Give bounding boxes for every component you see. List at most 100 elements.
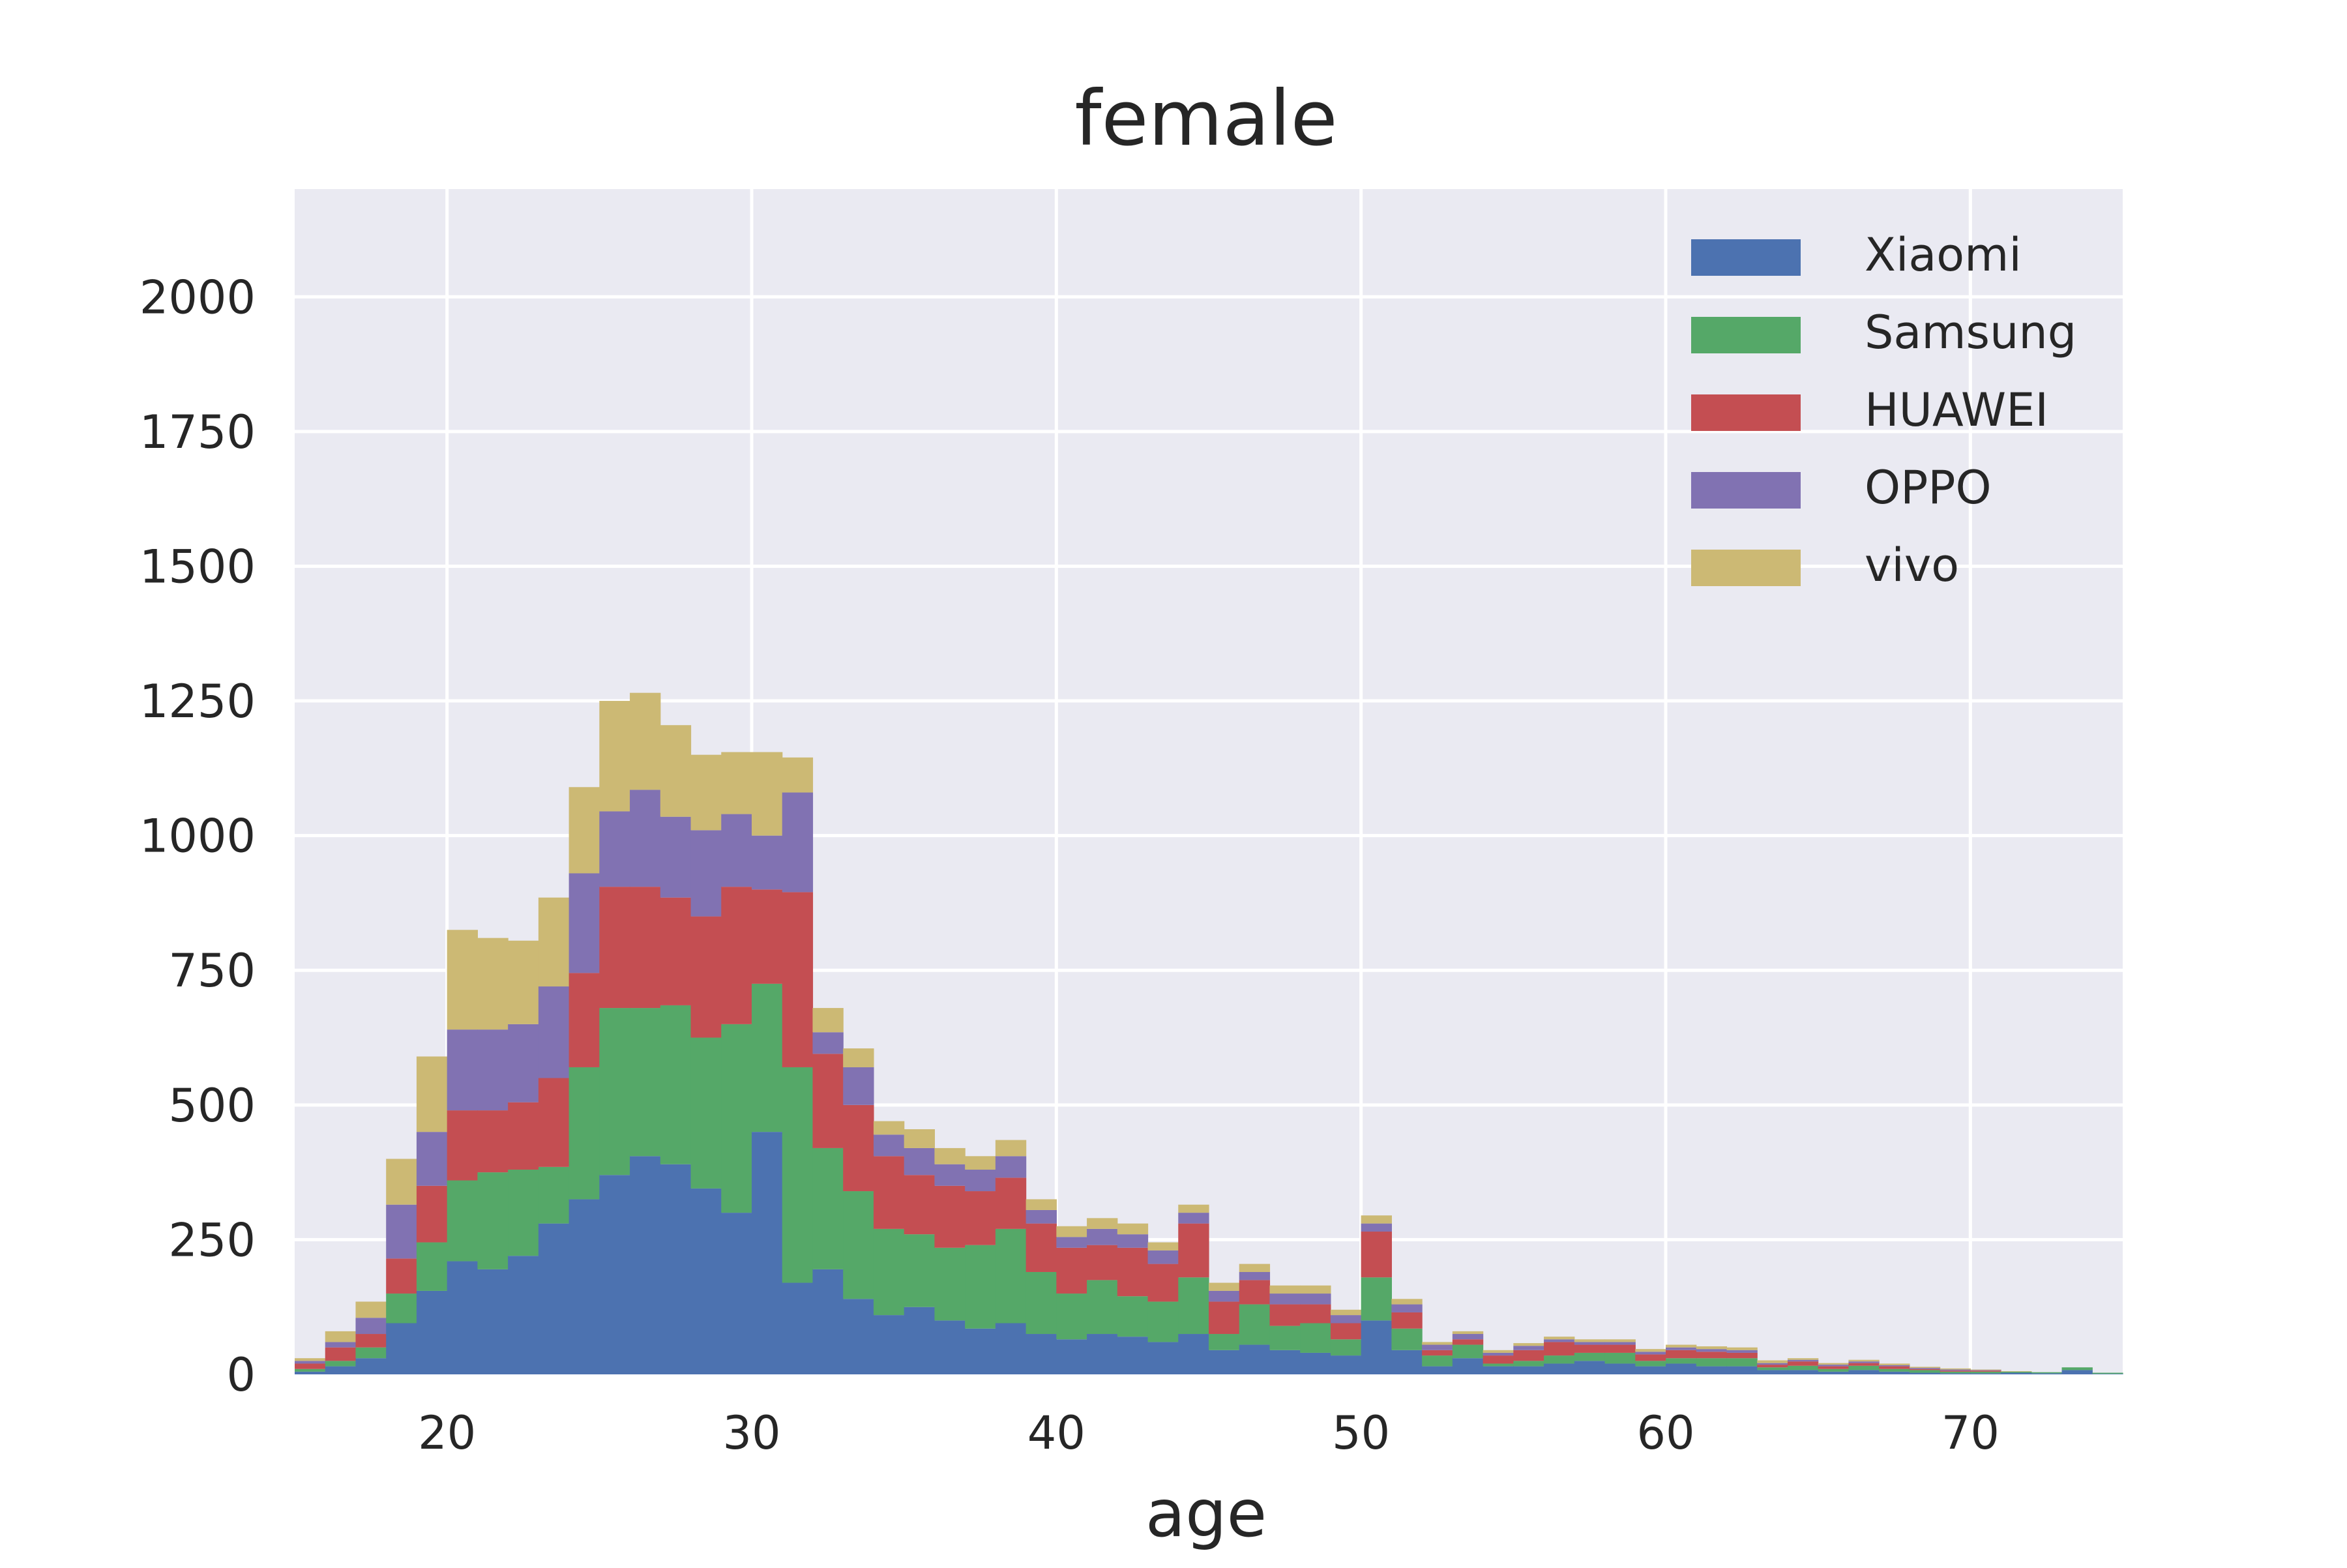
bar-vivo [1361, 1215, 1392, 1224]
bar-xiaomi [447, 1261, 478, 1374]
histogram-bars [295, 692, 2123, 1374]
bar-vivo [386, 1159, 417, 1205]
bar-samsung [752, 983, 783, 1132]
bar-huawei [1269, 1304, 1301, 1326]
bar-vivo [1269, 1285, 1301, 1294]
bar-oppo [1483, 1352, 1514, 1356]
bar-oppo [690, 830, 722, 917]
bar-vivo [873, 1121, 905, 1135]
bar-samsung [1909, 1370, 1941, 1373]
bar-samsung [568, 1067, 600, 1200]
bar-samsung [325, 1361, 357, 1367]
bar-samsung [355, 1347, 387, 1359]
bar-vivo [1909, 1367, 1941, 1368]
bar-xiaomi [1544, 1363, 1575, 1374]
bar-vivo [812, 1008, 844, 1033]
bar-samsung [1117, 1296, 1149, 1337]
x-tick-label: 30 [722, 1406, 780, 1460]
bar-samsung [873, 1228, 905, 1316]
bar-samsung [1848, 1365, 1880, 1370]
bar-samsung [447, 1180, 478, 1262]
bar-huawei [568, 973, 600, 1067]
bar-huawei [1026, 1223, 1057, 1272]
bar-vivo [295, 1358, 326, 1361]
bar-huawei [1544, 1342, 1575, 1356]
bar-vivo [904, 1129, 935, 1148]
bar-xiaomi [934, 1320, 966, 1374]
bar-huawei [355, 1334, 387, 1348]
bar-oppo [1422, 1344, 1453, 1350]
bar-vivo [1422, 1342, 1453, 1345]
bar-xiaomi [1452, 1358, 1484, 1374]
bar-samsung [1300, 1323, 1331, 1353]
bar-samsung [1940, 1371, 1971, 1374]
bar-samsung [1361, 1277, 1392, 1321]
legend-label-vivo: vivo [1865, 539, 1959, 592]
bar-huawei [1209, 1301, 1240, 1335]
y-tick-label: 2000 [140, 271, 256, 324]
bar-vivo [752, 752, 783, 836]
bar-xiaomi [1848, 1370, 1880, 1374]
bar-xiaomi [355, 1358, 387, 1374]
bar-oppo [843, 1067, 874, 1105]
bar-xiaomi [1269, 1350, 1301, 1374]
bar-huawei [1757, 1365, 1788, 1368]
bar-oppo [508, 1024, 539, 1102]
x-axis-label: age [1145, 1475, 1267, 1552]
bar-vivo [1696, 1346, 1728, 1350]
bar-samsung [1604, 1352, 1636, 1364]
bar-xiaomi [2031, 1373, 2063, 1374]
bar-vivo [538, 897, 570, 987]
bar-oppo [630, 790, 661, 887]
bar-oppo [1209, 1290, 1240, 1302]
bar-xiaomi [325, 1366, 357, 1374]
bar-huawei [1818, 1366, 1849, 1369]
bar-huawei [995, 1177, 1027, 1229]
legend: Xiaomi Samsung HUAWEI OPPO vivo [1691, 228, 2076, 592]
bar-huawei [1604, 1344, 1636, 1353]
x-tick-label: 50 [1332, 1406, 1390, 1460]
bar-samsung [1818, 1368, 1849, 1372]
bar-oppo [1909, 1368, 1941, 1369]
bar-xiaomi [477, 1269, 509, 1374]
bar-xiaomi [1818, 1371, 1849, 1374]
bar-oppo [1696, 1349, 1728, 1352]
bar-oppo [1330, 1315, 1362, 1324]
bar-vivo [325, 1331, 357, 1342]
bar-xiaomi [1513, 1366, 1544, 1374]
bar-vivo [1604, 1339, 1636, 1342]
bar-huawei [1087, 1245, 1118, 1280]
bar-xiaomi [721, 1213, 752, 1374]
bar-samsung [1330, 1339, 1362, 1356]
bar-samsung [1239, 1304, 1271, 1345]
bar-huawei [1330, 1323, 1362, 1340]
bar-samsung [1757, 1367, 1788, 1370]
bar-vivo [782, 757, 814, 793]
bar-vivo [1391, 1299, 1423, 1305]
bar-xiaomi [965, 1328, 996, 1374]
bar-samsung [416, 1242, 448, 1291]
bar-xiaomi [630, 1156, 661, 1374]
bar-huawei [1787, 1361, 1819, 1366]
bar-samsung [1178, 1277, 1209, 1335]
bar-samsung [934, 1247, 966, 1321]
bar-xiaomi [1574, 1361, 1606, 1374]
bar-vivo [1513, 1343, 1544, 1346]
bar-vivo [355, 1301, 387, 1318]
y-tick-label: 1500 [140, 540, 256, 593]
bar-vivo [1757, 1360, 1788, 1363]
bar-oppo [1056, 1237, 1087, 1248]
bar-oppo [1818, 1365, 1849, 1367]
bar-samsung [2001, 1371, 2032, 1373]
bar-oppo [1726, 1350, 1758, 1353]
bar-samsung [508, 1169, 539, 1256]
legend-label-huawei: HUAWEI [1865, 383, 2048, 437]
bar-oppo [1147, 1250, 1179, 1264]
bar-xiaomi [2061, 1370, 2093, 1374]
bar-xiaomi [1879, 1371, 1910, 1374]
x-tick-label: 20 [418, 1406, 476, 1460]
bar-samsung [386, 1294, 417, 1324]
bar-xiaomi [1909, 1372, 1941, 1374]
y-tick-label: 750 [168, 944, 256, 998]
bar-xiaomi [812, 1269, 844, 1374]
